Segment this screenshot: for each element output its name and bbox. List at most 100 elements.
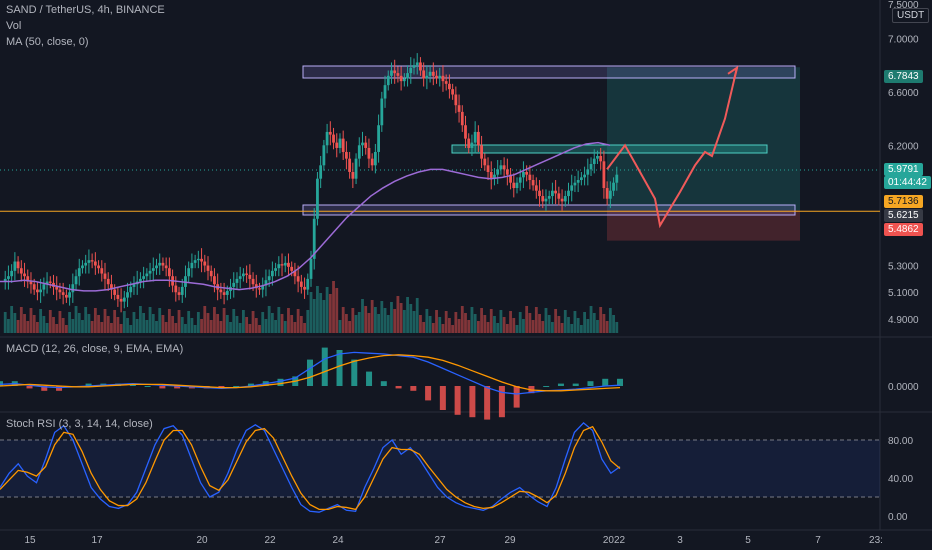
volume-bar — [415, 298, 419, 333]
volume-bar — [190, 318, 194, 333]
volume-bar — [106, 316, 110, 333]
volume-bar — [148, 307, 152, 333]
volume-bar — [448, 318, 451, 333]
candle-body — [373, 151, 377, 166]
candle-body — [299, 281, 303, 287]
currency-badge[interactable]: USDT — [892, 8, 930, 23]
volume-bar — [293, 322, 297, 333]
volume-bar — [605, 321, 609, 333]
volume-bar — [563, 310, 567, 333]
volume-bar — [45, 323, 49, 333]
volume-bar — [480, 308, 483, 333]
volume-bar — [402, 310, 406, 333]
candle-body — [499, 165, 503, 170]
candle-body — [222, 292, 226, 295]
macd-histogram-bar — [41, 386, 48, 391]
volume-bar — [451, 325, 455, 333]
candle-body — [68, 292, 71, 298]
candle-body — [225, 290, 229, 295]
volume-bar — [322, 300, 326, 333]
volume-bar — [113, 310, 117, 333]
candle-body — [232, 282, 236, 287]
candle-body — [583, 174, 586, 178]
volume-bar — [267, 306, 271, 333]
candle-body — [122, 297, 126, 302]
volume-bar — [290, 315, 294, 333]
candle-body — [81, 265, 84, 269]
candle-body — [547, 196, 551, 199]
volume-bar — [36, 322, 39, 333]
time-tick-3: 22 — [264, 535, 276, 546]
volume-bar — [583, 312, 586, 333]
candle-body — [415, 62, 419, 66]
volume-bar — [312, 299, 316, 333]
candle-body — [206, 265, 210, 271]
macd-histogram-bar — [144, 386, 151, 387]
gray-price-tag: 5.6215 — [884, 209, 923, 222]
volume-bar — [52, 317, 55, 333]
candle-body — [538, 190, 541, 197]
rsi-tick-0: 80.00 — [888, 436, 913, 447]
volume-bar — [525, 306, 529, 333]
volume-bar — [576, 318, 580, 333]
candle-body — [393, 70, 397, 74]
candle-body — [29, 281, 33, 285]
volume-bar — [139, 306, 142, 333]
resistance-zone — [302, 65, 796, 79]
macd-tick-0: 0.0000 — [888, 382, 919, 393]
candle-body — [119, 298, 123, 302]
volume-bar — [32, 315, 36, 333]
candle-body — [316, 178, 319, 219]
volume-bar — [615, 322, 619, 333]
candle-body — [190, 262, 194, 269]
candle-body — [361, 142, 364, 146]
candle-body — [328, 131, 332, 135]
candle-body — [74, 276, 78, 285]
volume-bar — [557, 316, 561, 333]
volume-bar — [319, 293, 323, 333]
volume-bar — [489, 309, 493, 333]
candle-body — [534, 185, 538, 191]
volume-bar — [422, 322, 426, 333]
candle-body — [518, 177, 522, 183]
volume-bar — [74, 306, 78, 333]
candle-body — [476, 131, 480, 146]
volume-bar — [493, 316, 496, 333]
volume-bar — [100, 322, 104, 333]
candle-body — [7, 276, 10, 279]
macd-label: MACD (12, 26, close, 9, EMA, EMA) — [6, 343, 184, 355]
candle-body — [354, 158, 358, 179]
volume-bar — [325, 287, 329, 333]
candle-body — [3, 278, 7, 282]
candle-body — [589, 163, 593, 170]
candle-body — [155, 265, 158, 269]
candle-body — [93, 261, 97, 266]
volume-bar — [203, 306, 207, 333]
macd-histogram-bar — [351, 359, 358, 386]
candle-body — [23, 273, 26, 277]
volume-bar — [161, 315, 165, 333]
candle-body — [599, 155, 603, 162]
volume-bar — [126, 318, 129, 333]
volume-bar — [338, 320, 342, 333]
macd-histogram-bar — [513, 386, 520, 408]
volume-bar — [42, 316, 46, 333]
volume-bar — [538, 314, 541, 333]
candle-body — [592, 158, 596, 164]
candle-body — [457, 105, 461, 112]
volume-bar — [518, 312, 522, 333]
volume-bar — [177, 310, 181, 333]
candle-body — [325, 131, 329, 146]
volume-bar — [486, 322, 490, 333]
volume-bar — [438, 317, 442, 333]
candle-body — [380, 98, 384, 126]
volume-bar — [174, 323, 178, 333]
ma-label: MA (50, close, 0) — [6, 36, 89, 48]
volume-bar — [84, 307, 88, 333]
volume-bar — [509, 311, 512, 333]
candle-body — [319, 165, 323, 179]
time-tick-2: 20 — [196, 535, 208, 546]
candle-body — [544, 198, 548, 202]
volume-bar — [132, 312, 136, 333]
